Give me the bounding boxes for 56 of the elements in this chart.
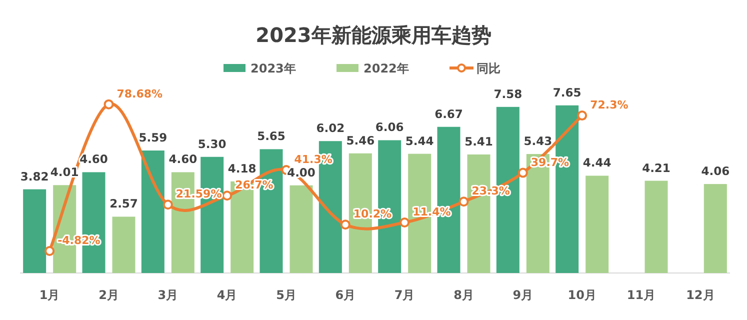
legend-label: 2022年: [364, 62, 409, 76]
x-tick-label: 1月: [39, 288, 60, 302]
data-label: 5.46: [346, 133, 375, 148]
data-label: 2.57: [110, 196, 138, 211]
point: [104, 99, 114, 110]
legend-label: 同比: [476, 62, 500, 76]
data-label: 78.68%: [116, 87, 163, 100]
data-label: 6.67: [434, 106, 463, 121]
bar: [644, 180, 668, 273]
data-label: 72.3%: [590, 98, 628, 112]
x-tick-label: 2月: [98, 288, 119, 302]
data-label: 3.82: [20, 169, 49, 184]
x-tick-label: 6月: [335, 288, 356, 302]
data-label: 4.21: [642, 160, 670, 175]
data-label: 21.59%: [176, 188, 222, 201]
data-label: 6.06: [375, 120, 404, 134]
data-label: 5.65: [257, 129, 286, 144]
x-tick-label: 7月: [394, 288, 415, 302]
chart-title: 2023年新能源乘用车趋势: [256, 23, 492, 47]
bar: [23, 189, 46, 273]
point: [400, 218, 410, 228]
point: [162, 200, 173, 210]
data-label: 5.41: [464, 134, 493, 148]
bar: [290, 185, 313, 273]
point: [458, 196, 469, 207]
point: [44, 246, 55, 256]
x-tick-label: 11月: [626, 288, 656, 302]
bar: [141, 150, 164, 273]
bar: [112, 216, 136, 273]
data-label: 5.44: [405, 134, 434, 148]
data-label: 4.60: [168, 152, 198, 166]
data-label: 5.43: [524, 134, 552, 148]
data-label: 5.30: [198, 136, 226, 151]
data-label: 10.2%: [353, 208, 392, 221]
data-label: 7.58: [494, 86, 522, 101]
data-label: 5.59: [138, 130, 168, 145]
x-tick-label: 5月: [276, 288, 296, 302]
bar: [704, 184, 727, 273]
data-label: 4.06: [701, 164, 730, 178]
x-tick-label: 12月: [686, 288, 715, 302]
data-label: 4.44: [582, 156, 612, 170]
legend-label: 2023年: [250, 62, 296, 76]
data-label: -4.82%: [58, 234, 100, 247]
data-label: 4.18: [228, 161, 256, 176]
x-tick-label: 9月: [512, 288, 534, 302]
point: [577, 110, 588, 121]
point: [340, 220, 350, 230]
point: [222, 190, 232, 201]
x-tick-label: 10月: [568, 288, 596, 302]
bar: [586, 176, 609, 273]
x-tick-label: 3月: [158, 288, 178, 302]
x-tick-label: 4月: [216, 288, 238, 302]
x-tick-label: 8月: [454, 288, 474, 302]
data-label: 6.02: [316, 121, 345, 136]
data-label: 7.65: [552, 85, 582, 100]
point: [518, 168, 528, 178]
